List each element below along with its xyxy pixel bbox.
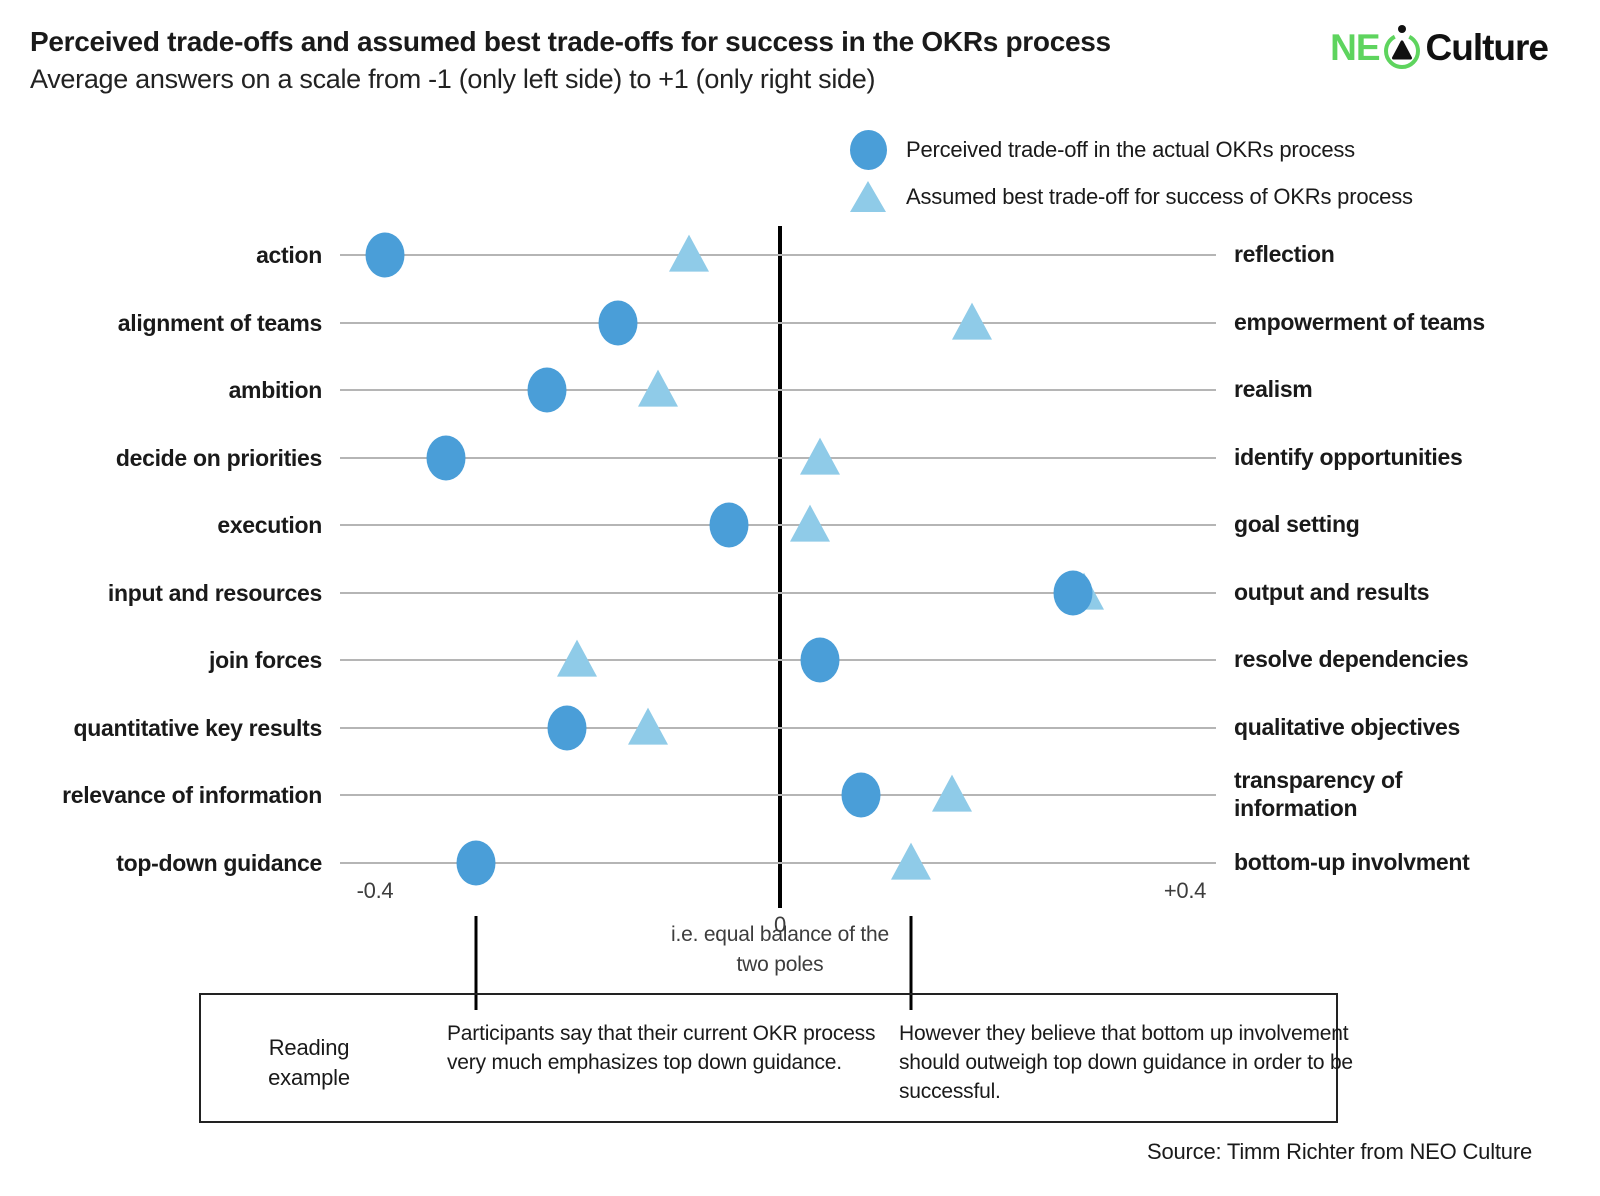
left-pole-label: decide on priorities [115,444,322,471]
reading-example-right-note: However they believe that bottom up invo… [899,1022,1353,1103]
perceived-circle-icon [849,129,887,170]
chart-row-alignment: alignment of teams empowerment of teams [0,289,1600,357]
perceived-circle-marker [1053,570,1093,616]
perceived-circle-marker [365,232,405,278]
gridline [340,254,1216,256]
right-pole-label: resolve dependencies [1234,646,1469,673]
assumed-triangle-marker [790,504,831,542]
gridline [340,592,1216,594]
perceived-circle-marker [547,705,587,751]
row-track [340,559,1216,627]
row-track [340,491,1216,559]
right-pole-label: transparency of information [1234,767,1403,821]
gridline [340,794,1216,796]
left-pole-label: relevance of information [62,781,322,808]
row-track [340,626,1216,694]
assumed-triangle-marker [891,842,932,880]
chart-row-information: relevance of information transparency of… [0,761,1600,829]
left-pole-label: action [256,241,322,268]
gridline [340,862,1216,864]
left-pole-label: alignment of teams [117,309,323,336]
assumed-triangle-icon [850,181,886,212]
chart-row-execution: execution goal setting [0,491,1600,559]
chart-row-key-results: quantitative key results qualitative obj… [0,694,1600,762]
gridline [340,457,1216,459]
perceived-circle-marker [841,772,881,818]
right-pole-label: realism [1234,376,1313,403]
gridline [340,727,1216,729]
perceived-circle-marker [800,637,840,683]
row-track [340,424,1216,492]
left-pole-label: execution [217,511,322,538]
reading-example-left-note: Participants say that their current OKR … [447,1022,876,1074]
gridline [340,389,1216,391]
axis-tick-positive: +0.4 [1163,878,1207,903]
neo-culture-logo: NE Culture [1330,24,1549,72]
perceived-circle-marker [709,502,749,548]
left-pole-label: ambition [228,376,323,403]
logo-o-triangle-icon [1383,25,1420,69]
chart-row-guidance: top-down guidance bottom-up involvment [0,829,1600,897]
legend-item-perceived: Perceived trade-off in the actual OKRs p… [838,126,1413,173]
reading-example-box: Reading example Participants say that th… [199,993,1353,1123]
axis-tick-negative: -0.4 [356,878,394,903]
perceived-circle-marker [527,367,567,413]
left-pole-label: join forces [208,646,322,673]
row-track [340,289,1216,357]
gridline [340,524,1216,526]
zero-axis-note: i.e. equal balance of the two poles [670,923,889,976]
legend: Perceived trade-off in the actual OKRs p… [838,126,1413,220]
legend-label-perceived: Perceived trade-off in the actual OKRs p… [906,136,1355,162]
row-track [340,761,1216,829]
assumed-triangle-marker [931,774,972,812]
row-track [340,356,1216,424]
assumed-triangle-marker [638,369,679,407]
logo-culture-text: Culture [1425,27,1549,68]
reading-right-guide-line [909,916,913,1010]
legend-swatch-wrap [838,129,898,170]
axis-tick-zero: 0 [774,912,786,937]
page-title: Perceived trade-offs and assumed best tr… [30,26,1111,57]
reading-left-guide-line [474,916,478,1010]
legend-swatch-wrap [838,181,898,212]
chart-row-join-forces: join forces resolve dependencies [0,626,1600,694]
right-pole-label: qualitative objectives [1234,714,1461,741]
right-pole-label: output and results [1234,579,1430,606]
row-track [340,694,1216,762]
chart-row-input: input and resources output and results [0,559,1600,627]
row-track [340,829,1216,897]
perceived-circle-marker [598,300,638,346]
right-pole-label: identify opportunities [1234,444,1463,471]
source-credit: Source: Timm Richter from NEO Culture [1146,1139,1532,1164]
right-pole-label: empowerment of teams [1234,309,1485,336]
assumed-triangle-marker [557,639,598,677]
left-pole-label: quantitative key results [73,714,323,741]
logo-ne-text: NE [1330,27,1380,68]
chart-row-ambition: ambition realism [0,356,1600,424]
left-pole-label: top-down guidance [116,849,322,876]
legend-item-assumed: Assumed best trade-off for success of OK… [838,173,1413,220]
assumed-triangle-marker [668,234,709,272]
right-pole-label: reflection [1234,241,1335,268]
left-pole-label: input and resources [107,579,322,606]
chart-row-priorities: decide on priorities identify opportunit… [0,424,1600,492]
legend-label-assumed: Assumed best trade-off for success of OK… [906,183,1413,209]
right-pole-label: bottom-up involvment [1234,849,1470,876]
gridline [340,659,1216,661]
chart-row-action: action reflection [0,221,1600,289]
assumed-triangle-marker [952,302,993,340]
perceived-circle-marker [456,840,496,886]
assumed-triangle-marker [800,437,841,475]
row-track [340,221,1216,289]
reading-example-label: Reading example [268,1035,350,1090]
assumed-triangle-marker [628,707,669,745]
gridline [340,322,1216,324]
perceived-circle-marker [426,435,466,481]
zero-axis-line [778,226,782,908]
page-subtitle: Average answers on a scale from -1 (only… [30,64,876,94]
right-pole-label: goal setting [1234,511,1360,538]
